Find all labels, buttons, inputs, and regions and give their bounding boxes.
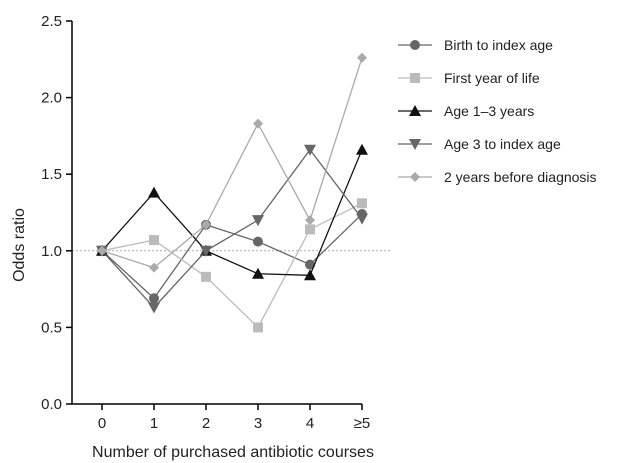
y-tick-label: 0.0 (41, 396, 62, 413)
y-tick-label: 1.5 (41, 166, 62, 183)
legend-label: Birth to index age (444, 36, 553, 53)
data-point (357, 198, 367, 209)
data-point (304, 269, 316, 281)
legend-swatch (398, 171, 432, 182)
series-5 (97, 52, 367, 273)
series-3 (96, 143, 368, 281)
legend-swatch (398, 138, 432, 150)
data-point (97, 245, 107, 256)
series-line (101, 148, 363, 309)
data-point (148, 302, 160, 314)
series-4 (96, 144, 368, 314)
x-tick-label: 0 (98, 415, 106, 432)
data-point (200, 245, 212, 257)
legend-swatch-marker (410, 39, 420, 50)
x-axis-label: Number of purchased antibiotic courses (92, 444, 374, 461)
data-point (305, 215, 315, 226)
series-line (101, 57, 363, 269)
labels-layer: Odds ratio Number of purchased antibioti… (11, 208, 374, 461)
data-point (149, 235, 159, 246)
series-layer (96, 52, 368, 333)
y-tick-label: 0.5 (41, 319, 62, 336)
y-tick-label: 2.0 (41, 90, 62, 107)
series-line (101, 213, 363, 300)
data-point (148, 186, 160, 198)
legend-swatch-marker (409, 138, 421, 150)
legend-item: Age 1–3 years (398, 94, 597, 127)
series-line (101, 202, 363, 329)
legend-item: Birth to index age (398, 28, 597, 61)
x-tick-label: 4 (306, 415, 314, 432)
legend-swatch-marker (410, 72, 420, 83)
data-point (201, 219, 211, 230)
legend: Birth to index age First year of life Age … (398, 28, 597, 193)
x-tick-label: 2 (202, 415, 210, 432)
x-tick-label: 3 (254, 415, 262, 432)
y-tick-label: 2.5 (41, 13, 62, 30)
x-tick-label: 1 (150, 415, 158, 432)
legend-swatch (398, 39, 432, 50)
series-2 (97, 198, 367, 333)
legend-label: 2 years before diagnosis (444, 168, 597, 185)
data-point (356, 143, 368, 155)
data-point (357, 52, 367, 63)
legend-swatch (398, 104, 432, 116)
series-line (101, 149, 363, 276)
data-point (253, 322, 263, 333)
data-point (252, 267, 264, 279)
data-point (304, 144, 316, 156)
legend-item: Age 3 to index age (398, 127, 597, 160)
y-tick-label: 1.0 (41, 243, 62, 260)
data-point (252, 215, 264, 227)
data-point (253, 236, 263, 247)
data-point (149, 293, 159, 304)
data-point (149, 262, 159, 273)
legend-swatch-marker (410, 171, 420, 182)
legend-item: 2 years before diagnosis (398, 160, 597, 193)
y-axis-label: Odds ratio (11, 208, 28, 282)
legend-swatch-marker (409, 104, 421, 116)
legend-swatch (398, 72, 432, 83)
data-point (356, 213, 368, 225)
legend-item: First year of life (398, 61, 597, 94)
legend-label: Age 1–3 years (444, 102, 535, 119)
legend-label: First year of life (444, 69, 540, 86)
data-point (201, 271, 211, 282)
data-point (305, 224, 315, 235)
x-tick-label: ≥5 (354, 415, 371, 432)
axes: 0.0 0.5 1.0 1.5 2.0 2.5 0 1 2 3 4 ≥5 (41, 13, 370, 432)
legend-label: Age 3 to index age (444, 135, 561, 152)
data-point (305, 259, 315, 270)
data-point (253, 118, 263, 129)
